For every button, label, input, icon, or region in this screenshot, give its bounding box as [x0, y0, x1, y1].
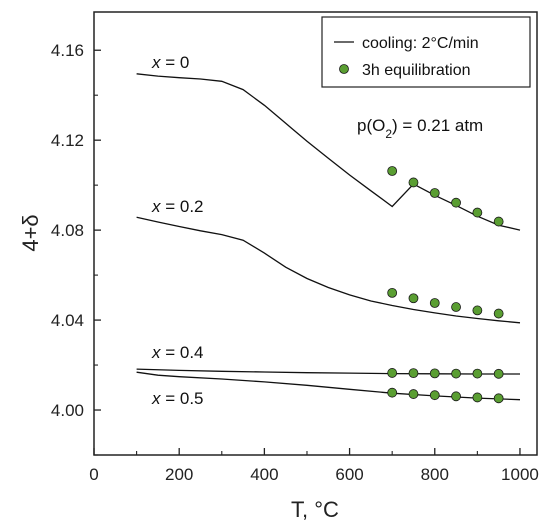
series-points	[387, 166, 504, 404]
y-tick-label: 4.08	[51, 221, 84, 240]
x-axis-title: T, °C	[291, 497, 339, 522]
data-point	[408, 389, 419, 399]
series-label-x05: x = 0.5	[151, 389, 204, 408]
data-point	[408, 368, 419, 379]
data-point	[472, 392, 483, 403]
data-point	[429, 390, 440, 401]
x-tick-label: 800	[421, 465, 449, 484]
series-line	[136, 371, 521, 401]
data-point	[472, 305, 483, 316]
legend: cooling: 2°C/min 3h equilibration	[321, 16, 531, 88]
series-label-x0: x = 0	[151, 53, 189, 72]
x-tick-label: 400	[250, 465, 278, 484]
data-point	[493, 308, 504, 319]
y-tick-label: 4.16	[51, 41, 84, 60]
data-point	[429, 368, 440, 379]
legend-line-label: cooling: 2°C/min	[362, 35, 479, 52]
data-point	[387, 166, 398, 176]
ticks: 0 200 400 600 800 1000 4.00 4.04 4.08 4.12 4.16	[51, 41, 539, 484]
data-point	[387, 287, 398, 298]
series-line	[136, 368, 520, 375]
data-point	[493, 216, 504, 227]
x-tick-label: 1000	[501, 465, 539, 484]
data-point	[451, 391, 461, 402]
series-line	[136, 216, 521, 324]
data-point	[429, 188, 440, 198]
plot-frame	[93, 11, 538, 456]
data-point	[472, 207, 483, 218]
series-label-x02: x = 0.2	[151, 197, 204, 216]
y-tick-label: 4.04	[51, 311, 84, 330]
y-axis-title: 4+δ	[18, 214, 43, 251]
legend-marker-label: 3h equilibration	[362, 62, 471, 79]
data-point	[451, 368, 461, 379]
data-point	[493, 368, 504, 379]
data-point	[451, 302, 461, 312]
data-point	[429, 298, 440, 308]
data-point	[472, 368, 483, 379]
data-point	[387, 368, 398, 378]
x-tick-label: 600	[335, 465, 363, 484]
y-tick-label: 4.12	[51, 131, 84, 150]
legend-box	[321, 16, 531, 88]
x-tick-label: 200	[165, 465, 193, 484]
data-point	[451, 197, 461, 208]
x-tick-label: 0	[89, 465, 98, 484]
data-point	[493, 393, 504, 404]
data-point	[387, 387, 398, 398]
data-point	[408, 177, 419, 188]
pressure-annotation: p(O2) = 0.21 atm	[357, 116, 483, 141]
series-label-x04: x = 0.4	[151, 343, 204, 362]
y-tick-label: 4.00	[51, 401, 84, 420]
data-point	[408, 293, 419, 304]
legend-marker-swatch	[339, 64, 349, 74]
